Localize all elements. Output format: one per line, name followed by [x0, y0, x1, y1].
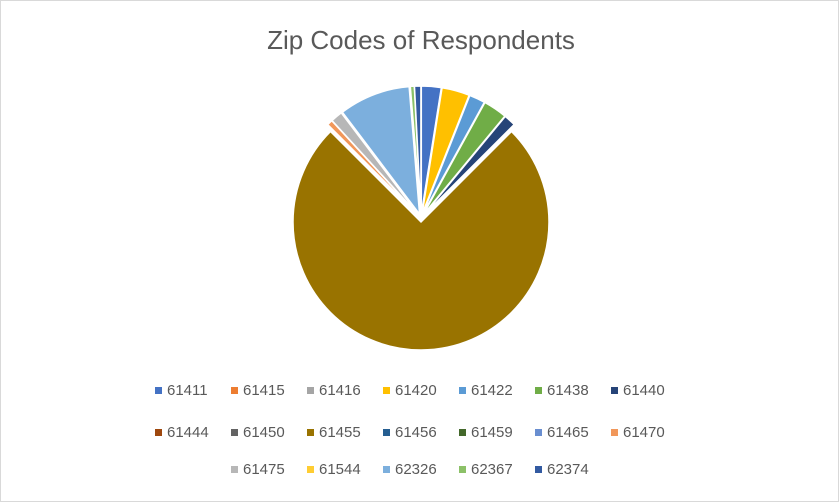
legend-label: 61459: [471, 424, 513, 441]
legend-swatch: [155, 387, 162, 394]
legend-swatch: [231, 387, 238, 394]
legend-swatch: [535, 466, 542, 473]
legend-label: 61475: [243, 461, 285, 478]
legend-swatch: [383, 429, 390, 436]
legend-label: 61544: [319, 461, 361, 478]
legend-label: 61456: [395, 424, 437, 441]
legend-swatch: [611, 387, 618, 394]
pie-slice: [341, 85, 421, 217]
legend-label: 62367: [471, 461, 513, 478]
legend-label: 61444: [167, 424, 209, 441]
legend-swatch: [383, 387, 390, 394]
legend-label: 61455: [319, 424, 361, 441]
legend-swatch: [231, 466, 238, 473]
legend-swatch: [459, 429, 466, 436]
legend-swatch: [459, 466, 466, 473]
legend-swatch: [231, 429, 238, 436]
legend-label: 62374: [547, 461, 589, 478]
legend-swatch: [307, 387, 314, 394]
legend-swatch: [459, 387, 466, 394]
legend-swatch: [611, 429, 618, 436]
legend-swatch: [383, 466, 390, 473]
legend-label: 61420: [395, 382, 437, 399]
legend-label: 61416: [319, 382, 361, 399]
legend-label: 61438: [547, 382, 589, 399]
pie-slice: [413, 85, 422, 215]
legend-label: 62326: [395, 461, 437, 478]
legend-swatch: [307, 429, 314, 436]
legend-label: 61440: [623, 382, 665, 399]
legend-swatch: [155, 429, 162, 436]
legend-label: 61470: [623, 424, 665, 441]
legend-label: 61411: [167, 382, 208, 399]
chart-title: Zip Codes of Respondents: [267, 25, 575, 55]
legend-label: 61450: [243, 424, 285, 441]
legend-label: 61422: [471, 382, 513, 399]
legend-swatch: [535, 429, 542, 436]
legend-swatch: [307, 466, 314, 473]
legend-label: 61415: [243, 382, 285, 399]
legend-swatch: [535, 387, 542, 394]
legend-label: 61465: [547, 424, 589, 441]
pie-slice: [423, 124, 515, 216]
pie-slice: [292, 130, 550, 351]
